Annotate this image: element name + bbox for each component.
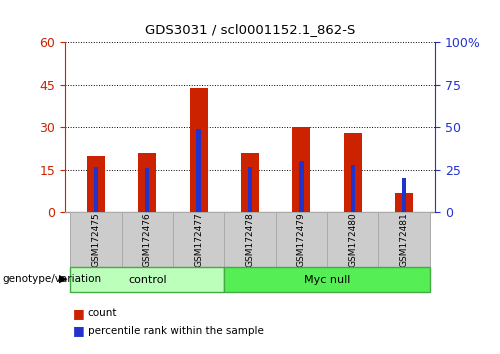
Bar bbox=[224, 267, 430, 292]
Text: ▶: ▶ bbox=[58, 274, 67, 284]
Bar bbox=[87, 156, 105, 212]
Bar bbox=[327, 212, 378, 267]
Bar bbox=[299, 161, 304, 212]
Bar bbox=[224, 212, 276, 267]
Bar bbox=[395, 193, 413, 212]
Bar bbox=[138, 153, 156, 212]
Text: GSM172475: GSM172475 bbox=[92, 212, 100, 267]
Text: ■: ■ bbox=[72, 307, 84, 320]
Text: GSM172480: GSM172480 bbox=[348, 212, 358, 267]
Bar bbox=[248, 166, 252, 212]
Bar bbox=[378, 212, 430, 267]
Bar bbox=[292, 127, 310, 212]
Bar bbox=[241, 153, 259, 212]
Bar bbox=[344, 133, 362, 212]
Bar bbox=[196, 129, 201, 212]
Bar bbox=[70, 212, 122, 267]
Text: ■: ■ bbox=[72, 325, 84, 337]
Text: GSM172476: GSM172476 bbox=[142, 212, 152, 267]
Bar bbox=[276, 212, 327, 267]
Text: genotype/variation: genotype/variation bbox=[2, 274, 102, 284]
Bar bbox=[145, 168, 150, 212]
Bar bbox=[350, 165, 355, 212]
Bar bbox=[70, 267, 224, 292]
Text: Myc null: Myc null bbox=[304, 275, 350, 285]
Bar bbox=[94, 166, 98, 212]
Text: GSM172479: GSM172479 bbox=[297, 212, 306, 267]
Bar bbox=[190, 88, 208, 212]
Text: GSM172478: GSM172478 bbox=[246, 212, 254, 267]
Text: GSM172477: GSM172477 bbox=[194, 212, 203, 267]
Bar bbox=[122, 212, 173, 267]
Bar bbox=[402, 178, 406, 212]
Text: GSM172481: GSM172481 bbox=[400, 212, 408, 267]
Text: percentile rank within the sample: percentile rank within the sample bbox=[88, 326, 264, 336]
Text: GDS3031 / scl0001152.1_862-S: GDS3031 / scl0001152.1_862-S bbox=[145, 23, 355, 36]
Text: control: control bbox=[128, 275, 166, 285]
Bar bbox=[173, 212, 225, 267]
Text: count: count bbox=[88, 308, 117, 318]
